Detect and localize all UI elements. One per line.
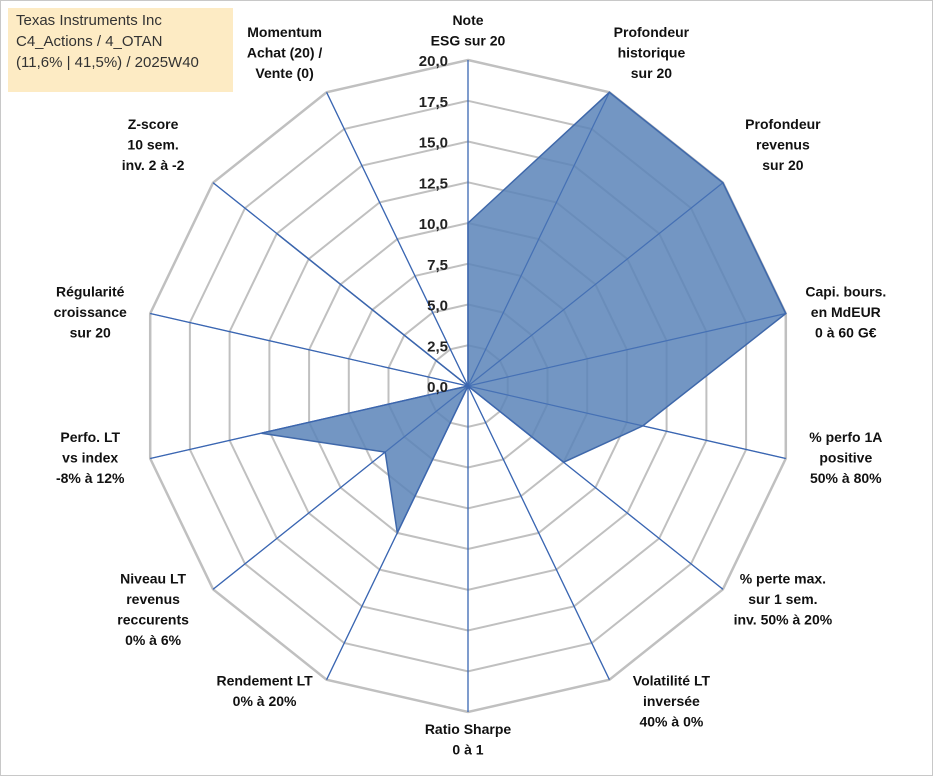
- axis-label: % perfo 1A positive 50% à 80%: [809, 429, 882, 486]
- axis-spoke-overlay: [467, 182, 724, 387]
- radial-tick-label: 5,0: [427, 298, 448, 315]
- axis-spoke-overlay: [212, 385, 469, 590]
- axis-label: Note ESG sur 20: [431, 12, 506, 49]
- radial-tick-label: 12,5: [419, 175, 448, 192]
- axis-spoke-overlay: [212, 182, 469, 387]
- title-category: C4_Actions / 4_OTAN: [16, 33, 163, 50]
- radial-tick-label: 0,0: [427, 379, 448, 396]
- axis-label: Profondeur revenus sur 20: [745, 116, 821, 173]
- axis-spoke-overlay: [467, 385, 786, 459]
- axis-label: Z-score 10 sem. inv. 2 à -2: [122, 116, 185, 173]
- radial-tick-label: 20,0: [419, 53, 448, 70]
- axis-spoke-overlay: [326, 92, 469, 387]
- axis-label: Rendement LT 0% à 20%: [216, 673, 313, 710]
- axis-spoke-overlay: [467, 385, 724, 590]
- axis-labels: Note ESG sur 20 Profondeur historique sur 20…: [54, 12, 887, 758]
- radial-tick-labels: 0,0 2,5 5,0 7,5 10,0 12,5 15,0 17,5 20,0: [419, 53, 448, 396]
- radial-tick-label: 10,0: [419, 216, 448, 233]
- axis-spoke-overlay: [467, 385, 610, 680]
- series-area: [261, 91, 787, 536]
- data-series: [150, 60, 787, 712]
- axis-spoke-overlay: [467, 92, 610, 387]
- axis-label: Perfo. LT vs index -8% à 12%: [56, 429, 125, 486]
- axis-spoke-overlay: [150, 313, 469, 387]
- axis-label: Momentum Achat (20) / Vente (0): [247, 24, 323, 81]
- radial-tick-label: 17,5: [419, 94, 448, 111]
- axis-label: % perte max. sur 1 sem. inv. 50% à 20%: [734, 570, 833, 627]
- title-stats: (11,6% | 41,5%) / 2025W40: [16, 54, 199, 71]
- axis-label: Capi. bours. en MdEUR 0 à 60 G€: [805, 284, 886, 341]
- title-company: Texas Instruments Inc: [16, 12, 162, 29]
- axis-label: Volatilité LT inversée 40% à 0%: [633, 673, 711, 730]
- axis-label: Régularité croissance sur 20: [54, 284, 127, 341]
- radial-tick-label: 7,5: [427, 257, 448, 274]
- axis-spoke-overlay: [150, 385, 469, 459]
- axis-spoke-overlay: [326, 385, 469, 680]
- axis-spoke-overlay: [467, 313, 786, 387]
- radial-tick-label: 15,0: [419, 135, 448, 152]
- axis-label: Niveau LT revenus reccurents 0% à 6%: [117, 570, 189, 648]
- radial-tick-label: 2,5: [427, 338, 448, 355]
- axis-label: Ratio Sharpe 0 à 1: [425, 721, 512, 758]
- axis-label: Profondeur historique sur 20: [614, 24, 690, 81]
- chart-title-box: Texas Instruments Inc C4_Actions / 4_OTA…: [8, 8, 233, 92]
